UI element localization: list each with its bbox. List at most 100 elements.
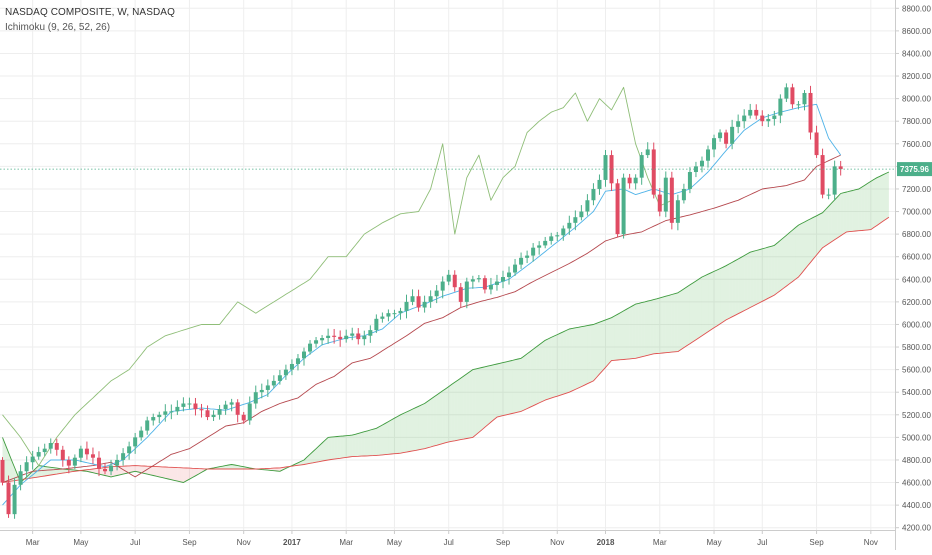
x-tick-label: Nov [550,538,564,547]
cloud-segment [443,389,446,444]
candle-body [278,375,282,381]
candle-body [790,87,794,104]
candle [266,379,270,397]
cloud-segment [581,326,584,386]
candle-body [507,273,511,278]
cloud-segment [397,415,400,454]
candle-body [175,407,179,412]
cloud-segment [868,181,871,229]
candle-body [646,149,650,155]
cloud-segment [841,193,844,236]
candle-body [567,223,571,229]
candle-body [163,411,167,414]
candle-body [784,87,788,98]
cloud-segment [177,468,180,482]
candle-body [700,161,704,167]
cloud-segment [654,299,657,354]
candle [531,243,535,262]
candle-body [115,460,119,466]
cloud-segment [367,430,370,456]
cloud-segment [732,261,735,317]
candle-body [525,256,529,258]
x-tick-label: May [706,538,721,547]
cloud-segment [826,206,829,245]
cloud-segment [473,369,476,437]
candle [175,400,179,415]
candle [398,308,402,320]
cloud-segment [871,180,874,230]
cloud-segment [491,365,494,422]
candle [320,335,324,345]
candle-body [193,404,197,410]
cloud-segment [838,193,841,237]
cloud-segment [394,416,397,453]
candle-body [398,311,402,313]
candle-body [55,443,59,450]
cloud-segment [675,293,678,352]
cloud-segment [808,219,811,266]
candle [646,142,650,158]
candle-body [640,155,644,178]
candle-body [573,217,577,223]
cloud-segment [660,297,663,353]
candle-body [441,282,445,291]
cloud-segment [183,468,186,483]
candle-body [754,110,758,116]
cloud-segment [693,281,696,342]
candle-body [212,415,216,417]
cloud-segment [606,319,609,368]
cloud-segment [765,247,768,300]
candle-body [664,178,668,212]
candle [151,414,155,426]
candle-body [405,302,409,311]
cloud-segment [129,466,132,473]
cloud-segment [777,240,780,293]
cloud-segment [596,322,599,377]
candle-body [145,420,149,430]
cloud-segment [678,291,681,352]
cloud-segment [696,279,699,340]
candle-body [634,178,638,184]
cloud-segment [340,436,343,458]
candle-body [688,172,692,189]
cloud-segment [624,309,627,359]
x-tick-label: Sep [809,538,824,547]
candle-body [169,411,173,412]
cloud-segment [554,335,557,398]
candle-body [833,166,837,194]
cloud-segment [551,336,554,398]
cloud-segment [503,362,506,416]
cloud-segment [798,224,801,277]
cloud-segment [364,431,367,456]
candle-body [718,133,722,139]
chart-title: NASDAQ COMPOSITE, W, NASDAQ [5,5,175,20]
candle-body [109,466,113,472]
candle [206,405,210,420]
candle [760,110,764,126]
cloud-segment [575,327,578,389]
candle [362,331,366,346]
x-tick-label: Sep [182,538,197,547]
candle [133,433,137,454]
cloud-segment [470,370,473,438]
candle-body [242,415,246,421]
candle [778,94,782,123]
cloud-segment [639,303,642,358]
candle-body [736,121,740,127]
cloud-segment [382,423,385,455]
candle [127,442,131,460]
cloud-segment [720,267,723,324]
candle [748,104,752,119]
candle-body [199,409,203,410]
candle-body [254,392,258,403]
candle [254,386,258,409]
cloud-segment [756,250,759,305]
cloud-segment [428,399,431,448]
candle-body [326,336,330,338]
candle-body [706,149,710,160]
candle-body [368,330,372,336]
y-axis: 4200.004400.004600.004800.005000.005200.… [895,0,931,550]
candle-body [67,460,71,466]
